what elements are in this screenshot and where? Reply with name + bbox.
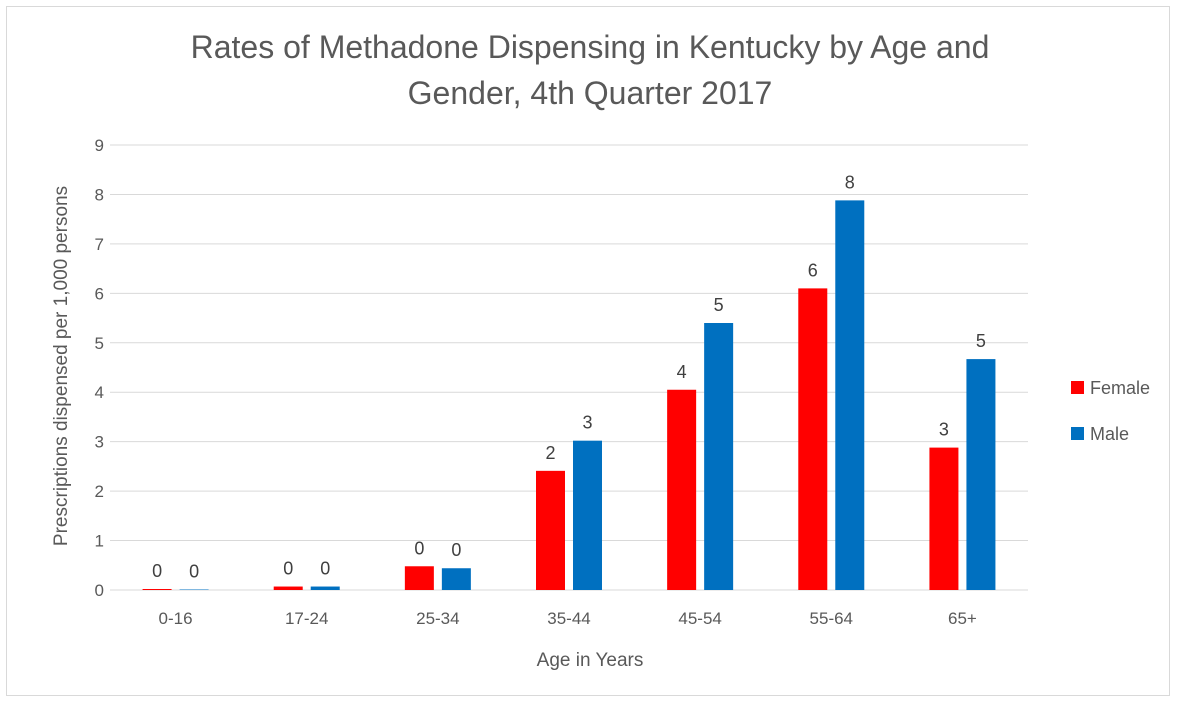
y-tick-label: 0 <box>95 581 104 600</box>
y-tick-label: 6 <box>95 284 104 303</box>
bar-female-65+ <box>929 447 959 590</box>
x-axis-ticks: 0-16 17-24 25-34 35-44 45-54 55-64 65+ <box>159 609 977 628</box>
data-label-female: 3 <box>939 420 949 440</box>
y-tick-label: 2 <box>95 482 104 501</box>
legend-swatch-female <box>1071 381 1084 394</box>
bar-female-0-16 <box>142 589 172 590</box>
bar-male-65+ <box>966 359 996 590</box>
data-label-female: 0 <box>414 538 424 558</box>
x-tick-label: 35-44 <box>547 609 590 628</box>
chart-title-line-1: Rates of Methadone Dispensing in Kentuck… <box>191 29 990 65</box>
bar-female-55-64 <box>798 288 828 590</box>
data-label-male: 0 <box>320 559 330 579</box>
data-labels: 0 0 0 0 0 0 2 3 4 5 6 8 3 5 <box>152 172 986 581</box>
legend-label-female: Female <box>1090 378 1150 398</box>
bar-female-25-34 <box>404 566 434 590</box>
bar-male-25-34 <box>441 568 471 590</box>
y-tick-label: 5 <box>95 334 104 353</box>
y-tick-label: 1 <box>95 532 104 551</box>
y-tick-label: 8 <box>95 185 104 204</box>
data-label-male: 5 <box>714 295 724 315</box>
data-label-female: 0 <box>283 559 293 579</box>
bar-male-35-44 <box>573 440 602 590</box>
x-tick-label: 65+ <box>948 609 977 628</box>
data-label-female: 0 <box>152 561 162 581</box>
bar-female-17-24 <box>273 586 303 590</box>
legend-swatch-male <box>1071 427 1084 440</box>
gridlines <box>110 144 1028 591</box>
bar-male-17-24 <box>310 586 340 590</box>
x-axis-title: Age in Years <box>537 650 644 671</box>
y-axis-title: Prescriptions dispensed per 1,000 person… <box>51 186 72 546</box>
bar-female-45-54 <box>667 389 697 590</box>
x-tick-label: 55-64 <box>810 609 853 628</box>
y-axis-ticks: 0 1 2 3 4 5 6 7 8 9 <box>95 136 104 600</box>
x-tick-label: 17-24 <box>285 609 328 628</box>
data-label-male: 8 <box>845 172 855 192</box>
legend-label-male: Male <box>1090 424 1129 444</box>
x-tick-label: 45-54 <box>678 609 721 628</box>
data-label-female: 4 <box>677 362 687 382</box>
data-label-male: 0 <box>189 562 199 582</box>
x-tick-label: 25-34 <box>416 609 459 628</box>
data-label-female: 6 <box>808 260 818 280</box>
x-tick-label: 0-16 <box>159 609 193 628</box>
y-tick-label: 4 <box>95 383 104 402</box>
data-label-male: 3 <box>582 413 592 433</box>
y-tick-label: 7 <box>95 235 104 254</box>
data-label-male: 5 <box>976 331 986 351</box>
y-tick-label: 9 <box>95 136 104 155</box>
data-label-male: 0 <box>451 540 461 560</box>
bar-male-45-54 <box>704 323 734 590</box>
bar-female-35-44 <box>536 470 565 590</box>
bars <box>142 200 996 590</box>
bar-male-55-64 <box>835 200 865 590</box>
y-tick-label: 3 <box>95 433 104 452</box>
data-label-female: 2 <box>545 443 555 463</box>
legend: Female Male <box>1071 378 1150 444</box>
chart-title-line-2: Gender, 4th Quarter 2017 <box>408 75 773 111</box>
